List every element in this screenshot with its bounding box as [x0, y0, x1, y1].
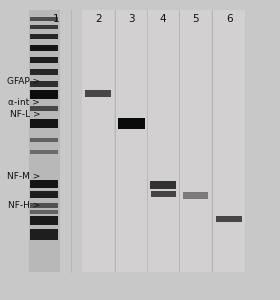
Bar	[147, 10, 179, 272]
Bar	[150, 182, 176, 188]
Bar	[30, 216, 58, 225]
Text: α-int >: α-int >	[8, 98, 40, 107]
Bar	[30, 90, 58, 99]
Bar	[179, 10, 211, 272]
Bar	[30, 210, 58, 214]
Bar	[30, 150, 58, 154]
Bar	[30, 191, 58, 198]
Bar	[30, 138, 58, 142]
Bar	[30, 57, 58, 63]
Bar	[30, 69, 58, 75]
Text: GFAP >: GFAP >	[7, 77, 40, 86]
Bar	[30, 81, 58, 87]
Text: 1: 1	[53, 14, 60, 24]
Text: 2: 2	[95, 14, 102, 24]
Bar	[30, 34, 58, 39]
Text: 3: 3	[128, 14, 135, 24]
Text: NF-L >: NF-L >	[10, 110, 40, 119]
Bar	[30, 25, 58, 29]
Bar	[30, 180, 58, 188]
Bar	[183, 192, 208, 199]
Bar	[30, 106, 58, 111]
Bar	[82, 10, 114, 272]
Bar	[30, 203, 58, 208]
Bar	[30, 118, 58, 127]
Bar	[151, 191, 176, 196]
Bar	[30, 17, 58, 21]
Bar	[85, 90, 111, 97]
Bar	[30, 229, 58, 241]
Bar	[216, 216, 242, 222]
Bar	[30, 45, 58, 52]
Bar	[213, 10, 245, 272]
Text: 6: 6	[226, 14, 233, 24]
Bar	[118, 118, 145, 129]
Bar	[116, 10, 148, 272]
Text: NF-M >: NF-M >	[7, 172, 40, 182]
Bar	[29, 10, 60, 272]
Text: 5: 5	[192, 14, 199, 24]
Text: NF-H >: NF-H >	[8, 201, 40, 210]
Text: 4: 4	[160, 14, 166, 24]
